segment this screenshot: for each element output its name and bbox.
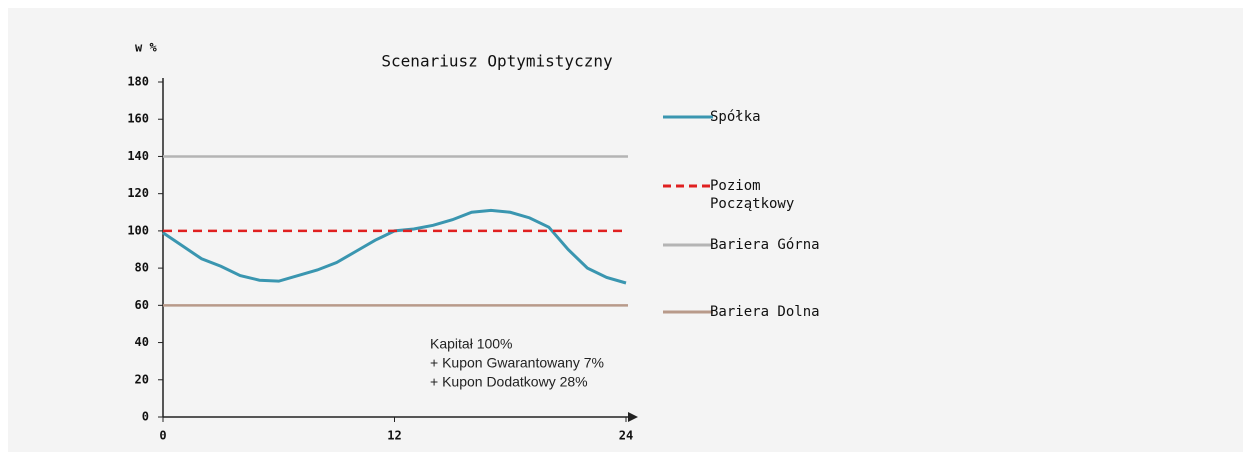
y-tick-label: 40 — [135, 335, 149, 349]
annotation: + Kupon Dodatkowy 28% — [430, 374, 588, 390]
series-line — [162, 208, 627, 285]
y-axis-label: w % — [135, 41, 157, 55]
annotation: Kapitał 100% — [430, 336, 513, 352]
legend-label: Bariera Dolna — [710, 304, 820, 320]
y-tick-label: 20 — [135, 372, 149, 386]
y-tick-label: 180 — [127, 75, 149, 89]
y-tick-label: 100 — [127, 223, 149, 237]
x-axis-arrow — [628, 412, 638, 422]
y-tick-label: 60 — [135, 298, 149, 312]
x-tick-label: 0 — [159, 429, 166, 443]
y-tick-label: 140 — [127, 149, 149, 163]
y-tick-label: 80 — [135, 261, 149, 275]
y-tick-label: 0 — [142, 410, 149, 424]
y-tick-label: 160 — [127, 112, 149, 126]
legend-label: Poziom Początkowy — [710, 178, 795, 212]
y-tick-label: 120 — [127, 186, 149, 200]
annotation: + Kupon Gwarantowany 7% — [430, 355, 604, 371]
x-tick-label: 24 — [619, 429, 633, 443]
chart-title: Scenariusz Optymistyczny — [381, 52, 613, 71]
legend-label: Bariera Górna — [710, 237, 820, 253]
legend-label: Spółka — [710, 109, 761, 125]
x-tick-label: 12 — [387, 429, 401, 443]
